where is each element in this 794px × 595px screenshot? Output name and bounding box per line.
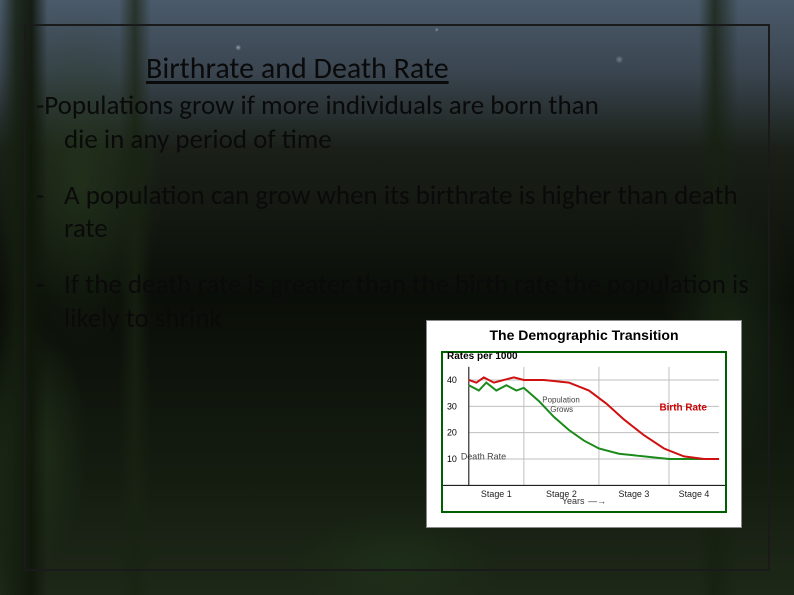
slide-title: Birthrate and Death Rate	[36, 50, 758, 87]
svg-text:Death Rate: Death Rate	[461, 452, 506, 462]
chart-x-arrow-icon: —→	[588, 496, 606, 506]
chart-x-label: Years	[562, 496, 585, 506]
svg-text:Grows: Grows	[550, 405, 573, 414]
svg-text:Stage 4: Stage 4	[679, 489, 710, 499]
svg-text:Birth Rate: Birth Rate	[659, 402, 707, 413]
bullet-1-line2: die in any period of time	[36, 123, 758, 157]
bullet-2-marker: -	[36, 179, 64, 247]
chart-x-label-row: Years —→	[562, 490, 606, 509]
svg-text:Population: Population	[542, 395, 579, 404]
chart-title: The Demographic Transition	[427, 321, 741, 345]
bullet-3-marker: -	[36, 268, 64, 336]
svg-text:10: 10	[447, 454, 457, 464]
svg-text:Stage 3: Stage 3	[619, 489, 650, 499]
bullet-2: - A population can grow when its birthra…	[36, 179, 758, 247]
demographic-transition-chart: The Demographic Transition Rates per 100…	[426, 320, 742, 528]
svg-text:Stage 1: Stage 1	[481, 489, 512, 499]
slide-content: Birthrate and Death Rate -Populations gr…	[36, 50, 758, 358]
chart-svg: 10203040 Stage 1Stage 2Stage 3Stage 4 Po…	[443, 353, 725, 511]
bullet-1-line1: -Populations grow if more individuals ar…	[36, 89, 599, 122]
chart-plot-area: Rates per 1000 10203040 Stage 1Stage 2St…	[441, 351, 727, 513]
svg-text:40: 40	[447, 375, 457, 385]
bullet-2-text: A population can grow when its birthrate…	[64, 179, 758, 247]
svg-text:30: 30	[447, 401, 457, 411]
svg-text:20: 20	[447, 428, 457, 438]
bullet-1: -Populations grow if more individuals ar…	[36, 89, 758, 157]
